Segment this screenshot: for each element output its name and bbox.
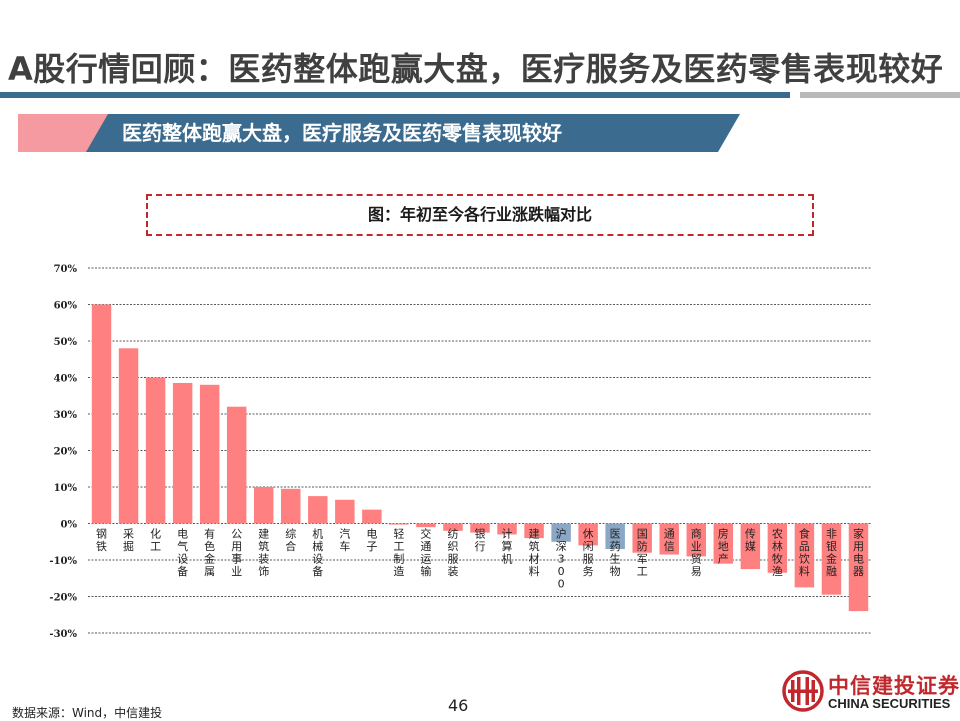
y-tick-label: -10%: [49, 556, 77, 567]
x-category-label: 传媒: [745, 528, 756, 554]
bar-16: [524, 523, 544, 539]
bar-6: [253, 487, 274, 524]
banner-heading: 医药整体跑赢大盘，医疗服务及医药零售表现较好: [122, 121, 562, 145]
bar-24: [740, 523, 761, 570]
x-category-label: 采掘: [123, 528, 134, 554]
x-category-label: 电气设备: [177, 528, 188, 579]
bar-10: [362, 509, 382, 524]
bar-20: [632, 523, 652, 553]
bar-27: [821, 523, 842, 595]
x-category-label: 家用电器: [853, 527, 864, 579]
x-category-label: 建筑装饰: [258, 527, 269, 579]
bar-17: [551, 523, 571, 542]
page-number: 46: [448, 696, 469, 715]
y-tick-label: 40%: [54, 374, 78, 385]
x-category-label: 食品饮料: [799, 527, 810, 579]
y-tick-label: 70%: [54, 264, 78, 275]
bar-12: [416, 523, 436, 528]
x-category-label: 医药生物: [610, 528, 621, 579]
x-category-label: 非银金融: [826, 528, 837, 579]
bar-14: [470, 523, 490, 533]
x-category-label: 电子: [366, 528, 377, 554]
y-tick-label: 60%: [54, 301, 78, 312]
bar-3: [172, 382, 193, 524]
x-category-label: 沪深 3 0 0: [556, 527, 567, 591]
page-title: A股行情回顾：医药整体跑赢大盘，医疗服务及医药零售表现较好: [8, 50, 944, 88]
y-tick-label: 0%: [61, 520, 78, 531]
bar-5: [226, 406, 247, 524]
x-category-label: 银行: [475, 527, 486, 554]
bar-1: [118, 348, 139, 524]
x-category-label: 钢铁: [96, 528, 107, 554]
chart-title: 图：年初至今各行业涨跌幅对比: [146, 194, 814, 236]
x-category-label: 房地产: [718, 528, 729, 566]
y-tick-label: 30%: [54, 410, 78, 421]
x-category-label: 休闲服务: [583, 528, 594, 579]
x-category-label: 通信: [664, 528, 675, 554]
bar-18: [578, 523, 598, 546]
source-note: 数据来源：Wind，中信建投: [12, 706, 163, 720]
bar-23: [713, 523, 734, 564]
x-category-label: 建筑材料: [529, 527, 540, 579]
x-category-label: 交通运输: [420, 527, 431, 579]
y-tick-label: 50%: [54, 337, 78, 348]
y-tick-label: -30%: [49, 629, 77, 640]
x-category-label: 纺织服装: [447, 527, 458, 579]
y-tick-label: 20%: [54, 447, 78, 458]
chart-bars: [91, 304, 869, 612]
x-category-label: 国防军工: [637, 528, 648, 579]
bar-0: [91, 304, 112, 524]
chart-gridlines: [88, 267, 872, 634]
bar-2: [145, 377, 166, 524]
x-category-label: 农林牧渔: [772, 527, 783, 579]
company-logo-icon: [782, 670, 824, 712]
bar-4: [199, 384, 220, 524]
logo-name-en: CHINA SECURITIES: [828, 696, 951, 711]
x-category-label: 有色金属: [204, 527, 215, 579]
bar-22: [686, 523, 707, 557]
bar-26: [794, 523, 815, 588]
x-category-label: 轻工制造: [393, 527, 404, 579]
title-divider-accent: [800, 92, 960, 98]
bar-19: [605, 523, 625, 550]
bar-13: [443, 523, 463, 531]
bar-8: [308, 496, 328, 524]
logo-name-cn: 中信建投证券: [828, 674, 960, 698]
bar-15: [497, 523, 517, 535]
y-axis-tick-labels: 70% 60% 50% 40% 30% 20% 10% 0% -10% -20% -30%: [49, 264, 77, 640]
x-category-label: 商业贸易: [691, 527, 702, 579]
bar-11: [389, 523, 409, 525]
x-category-label: 化工: [150, 527, 161, 554]
title-divider: [0, 92, 790, 98]
bar-25: [767, 523, 788, 573]
bar-9: [335, 499, 355, 524]
x-category-label: 汽车: [339, 527, 350, 554]
x-category-label: 综合: [285, 527, 296, 554]
bar-28: [848, 523, 869, 612]
bar-7: [281, 488, 301, 524]
company-logo: 中信建投证券 CHINA SECURITIES: [782, 668, 959, 716]
x-category-label: 机械设备: [312, 527, 323, 579]
x-category-label: 公用事业: [231, 528, 242, 579]
bar-21: [659, 523, 679, 555]
y-tick-label: -20%: [49, 593, 77, 604]
banner-background: [86, 114, 740, 152]
x-category-label: 计算机: [502, 528, 513, 566]
y-tick-label: 10%: [54, 483, 78, 494]
